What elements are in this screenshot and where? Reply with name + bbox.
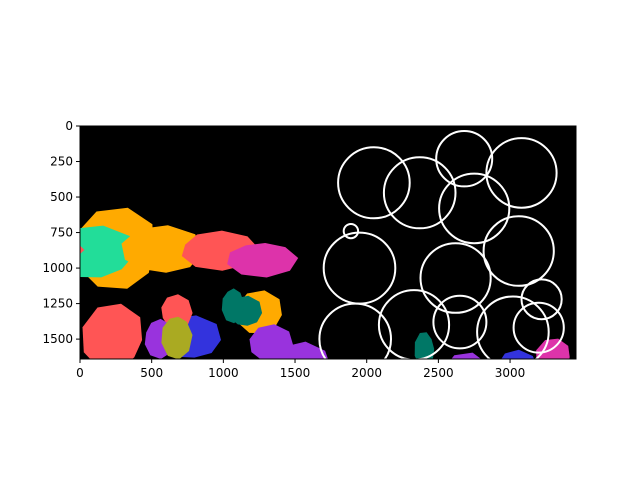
y-axis: 0 250 500 750 1000 1250 1500 bbox=[42, 119, 80, 346]
segmentation-regions bbox=[80, 207, 570, 359]
detection-circle bbox=[512, 301, 565, 354]
segmentation-region bbox=[121, 225, 203, 273]
detection-circle bbox=[318, 302, 392, 359]
detection-circle bbox=[342, 223, 360, 240]
segmentation-region bbox=[451, 352, 482, 359]
detection-circle bbox=[482, 215, 555, 287]
x-tick-label: 0 bbox=[76, 366, 84, 380]
x-tick-label: 1000 bbox=[208, 366, 239, 380]
x-tick-label: 3000 bbox=[495, 366, 526, 380]
x-tick-label: 500 bbox=[140, 366, 163, 380]
detection-circle bbox=[485, 137, 558, 209]
y-tick-label: 750 bbox=[50, 226, 73, 240]
x-tick-label: 2500 bbox=[423, 366, 454, 380]
x-tick-label: 1500 bbox=[280, 366, 311, 380]
plot-frame bbox=[79, 125, 577, 360]
detection-circle bbox=[432, 294, 488, 350]
segmentation-region bbox=[221, 288, 245, 324]
segmentation-region bbox=[227, 243, 299, 278]
detection-circle bbox=[438, 172, 511, 245]
detection-circle bbox=[337, 146, 411, 220]
segmentation-region bbox=[80, 245, 85, 254]
y-tick-label: 500 bbox=[50, 190, 73, 204]
segmentation-region bbox=[249, 324, 294, 359]
segmentation-region bbox=[161, 316, 193, 359]
segmentation-region bbox=[414, 332, 435, 359]
y-tick-label: 250 bbox=[50, 155, 73, 169]
y-tick-label: 1000 bbox=[42, 261, 73, 275]
segmentation-region bbox=[82, 303, 143, 359]
detection-circle bbox=[476, 295, 550, 359]
detection-circles bbox=[318, 130, 565, 359]
x-tick-label: 2000 bbox=[351, 366, 382, 380]
detection-circle bbox=[382, 156, 457, 230]
x-axis: 0 500 1000 1500 2000 2500 3000 bbox=[76, 359, 525, 380]
detection-circle bbox=[377, 289, 451, 359]
y-tick-label: 1250 bbox=[42, 297, 73, 311]
y-tick-label: 1500 bbox=[42, 332, 73, 346]
y-tick-label: 0 bbox=[65, 119, 73, 133]
detection-circle bbox=[419, 242, 492, 314]
detection-circle bbox=[435, 130, 494, 188]
segmentation-region bbox=[80, 225, 135, 278]
detection-circle bbox=[520, 278, 563, 321]
plot-area bbox=[79, 125, 577, 360]
segmentation-region bbox=[501, 349, 535, 359]
